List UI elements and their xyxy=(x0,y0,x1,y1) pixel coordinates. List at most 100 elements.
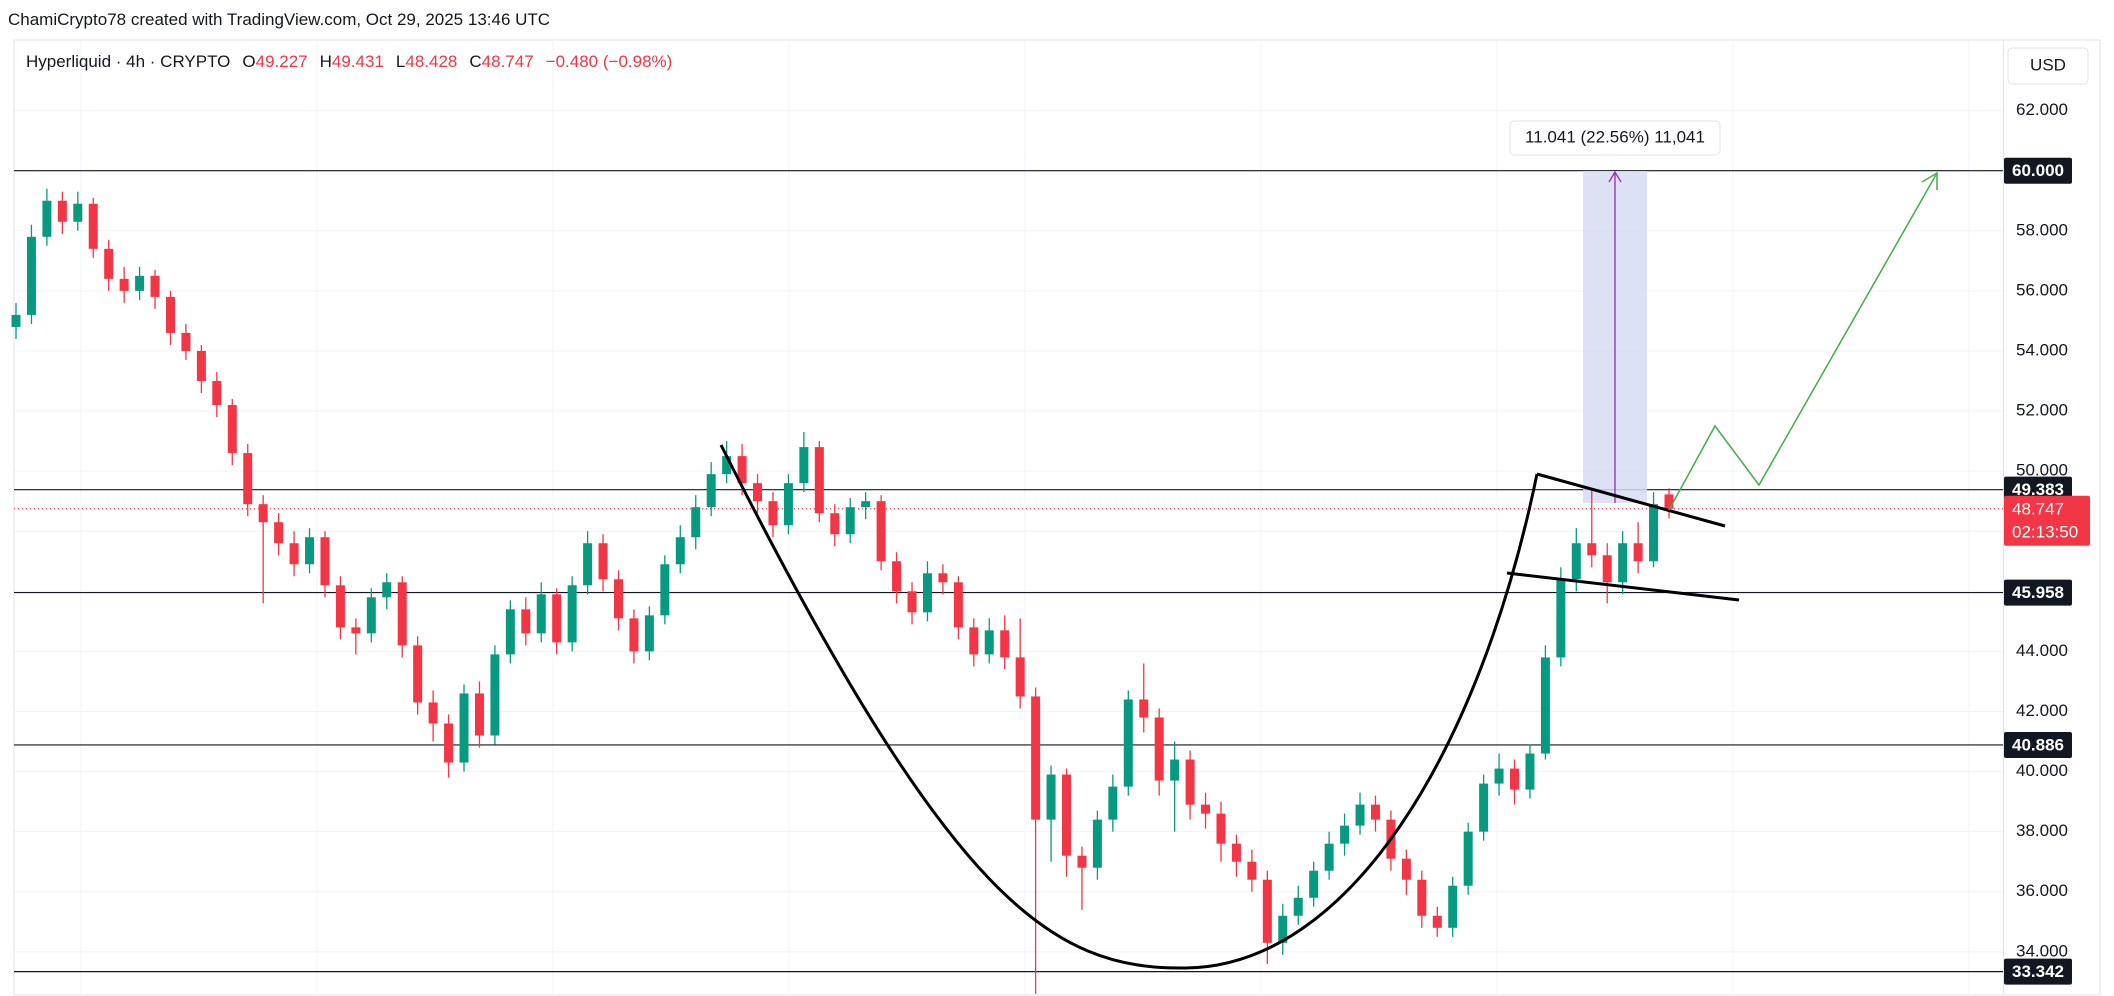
axis-border xyxy=(2003,40,2004,995)
candle-body xyxy=(1618,543,1628,583)
y-tick-label: 38.000 xyxy=(2016,821,2068,840)
level-label: 33.342 xyxy=(2012,962,2064,981)
candle-body xyxy=(1401,858,1411,880)
candle-body xyxy=(892,561,902,592)
ohlc-label: H xyxy=(319,52,332,71)
candle-body xyxy=(88,203,98,249)
ohlc-value: 49.431 xyxy=(331,52,384,71)
currency-box[interactable] xyxy=(2007,47,2089,85)
candles xyxy=(11,188,1674,994)
candle-body xyxy=(1170,759,1180,781)
y-tick-label: 58.000 xyxy=(2016,220,2068,239)
candle-body xyxy=(953,582,963,628)
candle-body xyxy=(629,618,639,652)
candle-body xyxy=(753,483,763,502)
candle-body xyxy=(521,609,531,634)
ohlc-label: O xyxy=(242,52,256,71)
candle-body xyxy=(1309,870,1319,898)
candle-body xyxy=(583,543,593,586)
candle-body xyxy=(876,501,886,562)
y-tick-label: 62.000 xyxy=(2016,100,2068,119)
candle-body xyxy=(1633,543,1643,562)
candle-body xyxy=(165,296,175,333)
projection-arrow xyxy=(1921,171,1938,190)
candle-body xyxy=(305,537,315,565)
candle-body xyxy=(366,597,376,634)
candle-body xyxy=(1649,504,1659,562)
candle-body xyxy=(768,501,778,526)
candle-body xyxy=(1324,843,1334,871)
candle-body xyxy=(1448,885,1458,928)
candle-body xyxy=(26,236,36,315)
y-tick-label: 44.000 xyxy=(2016,641,2068,660)
candle-body xyxy=(320,537,330,586)
currency[interactable]: USD xyxy=(2030,55,2066,74)
candle-body xyxy=(505,609,515,655)
candle-body xyxy=(644,615,654,652)
candle-body xyxy=(737,456,747,484)
candle-body xyxy=(459,693,469,763)
y-tick-label: 50.000 xyxy=(2016,461,2068,480)
candle-body xyxy=(1571,543,1581,580)
candle-body xyxy=(1247,861,1257,880)
candle-body xyxy=(104,248,114,279)
candle-body xyxy=(1525,753,1535,790)
candle-body xyxy=(969,627,979,655)
symbol: Hyperliquid · 4h · CRYPTO xyxy=(26,52,231,71)
level-label-box xyxy=(2004,958,2072,985)
candle-body xyxy=(1123,699,1133,787)
cup-curve xyxy=(719,444,1539,970)
candle-body xyxy=(413,645,423,703)
candle-body xyxy=(1278,915,1288,943)
candle-body xyxy=(1602,555,1612,583)
candle-body xyxy=(1494,768,1504,784)
y-tick-label: 40.000 xyxy=(2016,761,2068,780)
candle-body xyxy=(490,654,500,736)
vertical-grid xyxy=(80,40,1970,996)
candle-body xyxy=(613,579,623,619)
change-pct: (−0.98%) xyxy=(602,52,673,71)
candle-body xyxy=(73,203,83,222)
candle-body xyxy=(382,582,392,598)
candle-body xyxy=(1108,786,1118,820)
candle-body xyxy=(1556,579,1566,658)
candle-body xyxy=(474,693,484,736)
candle-body xyxy=(181,332,191,351)
candle-body xyxy=(1062,774,1072,856)
candle-body xyxy=(11,314,21,327)
candle-body xyxy=(1015,657,1025,697)
candle-body xyxy=(42,200,52,237)
candle-body xyxy=(536,594,546,634)
candle-body xyxy=(274,522,284,544)
candle-body xyxy=(1216,813,1226,844)
level-label: 60.000 xyxy=(2012,161,2064,180)
handle-upper-line xyxy=(1536,472,1726,528)
change: −0.480 xyxy=(545,52,599,71)
level-label: 45.958 xyxy=(2012,583,2064,602)
candle-body xyxy=(1479,783,1489,832)
last-price-box xyxy=(2004,495,2090,546)
candle-body xyxy=(335,585,345,628)
candle-body xyxy=(289,543,299,565)
candle-body xyxy=(567,585,577,643)
candle-body xyxy=(1355,804,1365,826)
candle-body xyxy=(428,702,438,724)
candle-body xyxy=(799,447,809,484)
candle-body xyxy=(444,723,454,763)
candle-body xyxy=(397,582,407,646)
legend: Hyperliquid · 4h · CRYPTO O49.227 H49.431 L… xyxy=(26,52,672,72)
measure-label: 11.041 (22.56%) 11,041 xyxy=(1525,127,1705,146)
candle-body xyxy=(1077,855,1087,868)
ohlc-label: L xyxy=(395,52,406,71)
candle-body xyxy=(1340,825,1350,844)
candle-body xyxy=(845,507,855,535)
candle-body xyxy=(598,543,608,580)
y-tick-label: 54.000 xyxy=(2016,340,2068,359)
candle-body xyxy=(1000,630,1010,658)
candle-body xyxy=(1370,804,1380,820)
price-axis: 34.00036.00038.00040.00042.00044.00046.0… xyxy=(2004,100,2090,985)
candle-body xyxy=(552,594,562,643)
candle-body xyxy=(1262,879,1272,943)
